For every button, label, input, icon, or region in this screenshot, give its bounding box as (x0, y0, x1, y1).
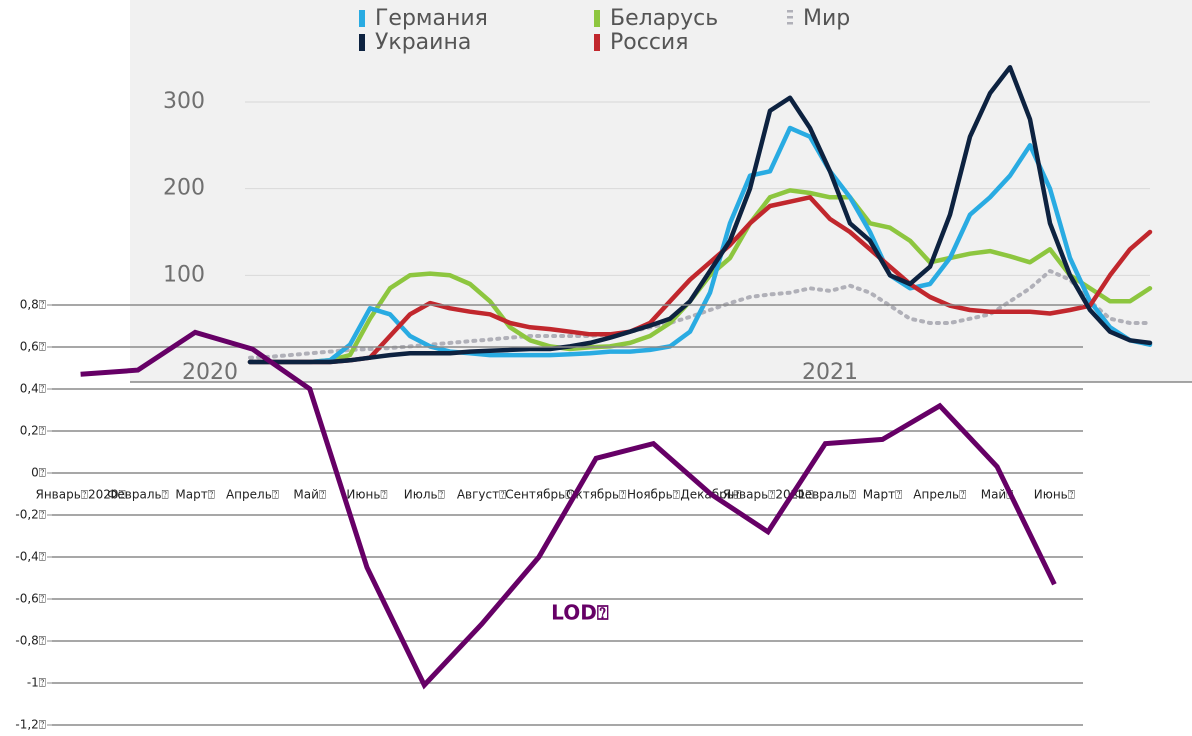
y-tick-label: -0,8⍰ (15, 634, 46, 648)
x-tick-label: Апрель⍰ (913, 488, 966, 502)
x-tick-label: Август⍰ (457, 488, 506, 502)
x-tick-label: Июнь⍰ (346, 488, 387, 502)
annotation: LOD⍰ (551, 601, 609, 625)
legend-marker (787, 16, 793, 19)
y-tick-label: -0,6⍰ (15, 592, 46, 606)
y-tick-label: 300 (163, 89, 205, 114)
y-tick-label: 0,6⍰ (20, 340, 46, 354)
y-tick-label: 0,2⍰ (20, 424, 46, 438)
legend-marker (787, 10, 793, 13)
y-tick-label: -1,2⍰ (15, 718, 46, 732)
y-tick-label: -0,4⍰ (15, 550, 46, 564)
x-tick-label: 2020 (182, 360, 238, 385)
x-tick-label: Февраль⍰ (794, 488, 856, 502)
legend-label: Беларусь (610, 6, 718, 31)
x-tick-label: Апрель⍰ (226, 488, 279, 502)
background-panel (130, 0, 1192, 382)
y-tick-label: 100 (163, 262, 205, 287)
y-tick-label: -1⍰ (27, 676, 46, 690)
y-tick-label: 0⍰ (31, 466, 46, 480)
legend-label: Мир (803, 6, 850, 31)
x-tick-label: Февраль⍰ (107, 488, 169, 502)
x-tick-label: Июль⍰ (404, 488, 445, 502)
x-tick-label: Май⍰ (981, 488, 1014, 502)
x-tick-label: Июнь⍰ (1034, 488, 1075, 502)
y-tick-label: -0,2⍰ (15, 508, 46, 522)
y-tick-label: 200 (163, 176, 205, 201)
series-line (247, 195, 1153, 365)
x-tick-label: Октябрь⍰ (566, 488, 626, 502)
x-tick-label: Март⍰ (175, 488, 215, 502)
legend-marker (787, 22, 793, 25)
legend-marker (359, 10, 365, 27)
series-line (80, 329, 1057, 690)
series-line (247, 65, 1153, 365)
x-tick-label: 2021 (802, 360, 858, 385)
x-tick-label: Январь⍰2020⍰ (36, 488, 126, 502)
x-tick-label: Март⍰ (863, 488, 903, 502)
legend-label: Германия (375, 6, 488, 31)
legend-label: Украина (375, 30, 471, 55)
legend-marker (594, 10, 600, 27)
legend-marker (359, 34, 365, 51)
x-tick-label: Ноябрь⍰ (627, 488, 680, 502)
y-tick-label: 0,4⍰ (20, 382, 46, 396)
x-tick-label: Сентябрь⍰ (505, 488, 572, 502)
legend-label: Россия (610, 30, 688, 55)
x-tick-label: Май⍰ (293, 488, 326, 502)
y-tick-label: 0,8⍰ (20, 298, 46, 312)
legend-marker (594, 34, 600, 51)
